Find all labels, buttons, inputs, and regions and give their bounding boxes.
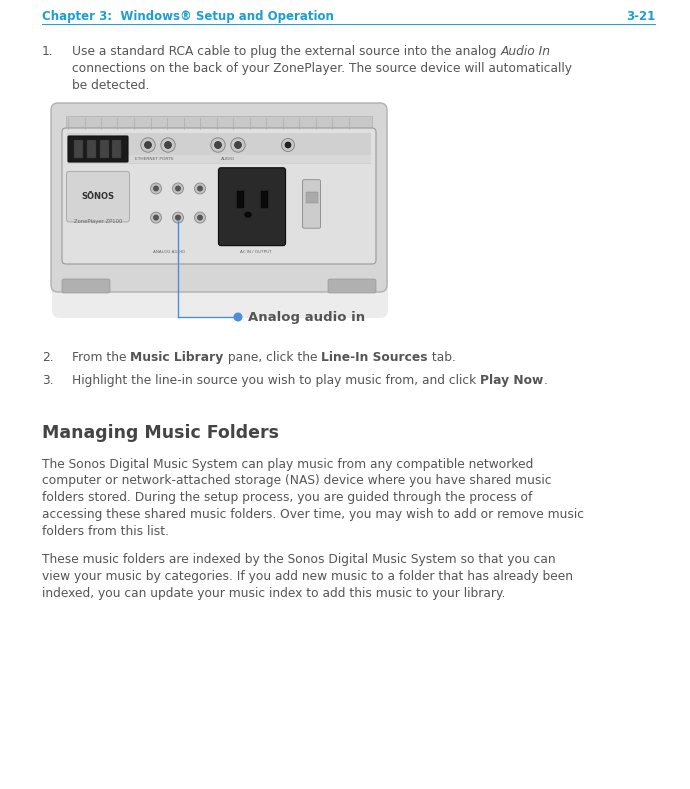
Circle shape xyxy=(153,186,159,191)
Text: pane, click the: pane, click the xyxy=(224,351,321,364)
Bar xyxy=(237,191,244,208)
Text: Line-In Sources: Line-In Sources xyxy=(321,351,428,364)
Text: Audio In: Audio In xyxy=(500,45,551,58)
Ellipse shape xyxy=(244,212,251,218)
Circle shape xyxy=(195,212,206,223)
Circle shape xyxy=(215,141,221,148)
Circle shape xyxy=(175,215,181,220)
Bar xyxy=(67,155,371,163)
Text: SŌNOS: SŌNOS xyxy=(81,193,115,201)
Text: ZonePlayer ZP100: ZonePlayer ZP100 xyxy=(74,219,122,224)
Text: 2.: 2. xyxy=(42,351,54,364)
Text: computer or network-attached storage (NAS) device where you have shared music: computer or network-attached storage (NA… xyxy=(42,474,551,488)
Circle shape xyxy=(172,183,184,194)
Circle shape xyxy=(150,183,161,194)
Text: Highlight the line-in source you wish to play music from, and click: Highlight the line-in source you wish to… xyxy=(72,374,480,387)
Bar xyxy=(306,192,317,203)
FancyBboxPatch shape xyxy=(51,103,387,292)
Bar xyxy=(261,191,268,208)
Text: 3.: 3. xyxy=(42,374,54,387)
FancyBboxPatch shape xyxy=(328,279,376,293)
Circle shape xyxy=(211,138,225,152)
Circle shape xyxy=(172,212,184,223)
Circle shape xyxy=(195,183,206,194)
Circle shape xyxy=(175,186,181,191)
Circle shape xyxy=(285,142,291,148)
FancyBboxPatch shape xyxy=(68,136,128,162)
Text: These music folders are indexed by the Sonos Digital Music System so that you ca: These music folders are indexed by the S… xyxy=(42,553,555,567)
Text: folders stored. During the setup process, you are guided through the process of: folders stored. During the setup process… xyxy=(42,492,533,504)
FancyBboxPatch shape xyxy=(62,128,376,264)
Circle shape xyxy=(282,139,295,151)
FancyBboxPatch shape xyxy=(302,180,320,228)
Circle shape xyxy=(150,212,161,223)
Text: folders from this list.: folders from this list. xyxy=(42,525,169,538)
Text: 1.: 1. xyxy=(42,45,54,58)
Bar xyxy=(87,140,96,158)
Text: indexed, you can update your music index to add this music to your library.: indexed, you can update your music index… xyxy=(42,587,505,600)
Text: From the: From the xyxy=(72,351,130,364)
Circle shape xyxy=(230,138,245,152)
Text: connections on the back of your ZonePlayer. The source device will automatically: connections on the back of your ZonePlay… xyxy=(72,62,572,75)
Text: tab.: tab. xyxy=(428,351,455,364)
Bar xyxy=(74,140,83,158)
Text: Analog audio in: Analog audio in xyxy=(248,311,365,323)
Text: AC IN / OUTPUT: AC IN / OUTPUT xyxy=(240,250,272,254)
Text: .: . xyxy=(544,374,547,387)
Text: The Sonos Digital Music System can play music from any compatible networked: The Sonos Digital Music System can play … xyxy=(42,458,533,471)
Text: Managing Music Folders: Managing Music Folders xyxy=(42,424,279,442)
Circle shape xyxy=(141,138,155,152)
FancyBboxPatch shape xyxy=(52,119,388,318)
Text: Use a standard RCA cable to plug the external source into the analog: Use a standard RCA cable to plug the ext… xyxy=(72,45,500,58)
Text: 3-21: 3-21 xyxy=(626,10,655,23)
Circle shape xyxy=(164,141,172,148)
Circle shape xyxy=(235,141,242,148)
Text: Music Library: Music Library xyxy=(130,351,224,364)
Text: Play Now: Play Now xyxy=(480,374,544,387)
Text: accessing these shared music folders. Over time, you may wish to add or remove m: accessing these shared music folders. Ov… xyxy=(42,508,584,521)
FancyBboxPatch shape xyxy=(66,171,130,222)
Circle shape xyxy=(144,141,152,148)
FancyBboxPatch shape xyxy=(62,279,110,293)
Text: ANALOG AUDIO: ANALOG AUDIO xyxy=(153,250,185,254)
Text: Chapter 3:  Windows® Setup and Operation: Chapter 3: Windows® Setup and Operation xyxy=(42,10,334,23)
FancyBboxPatch shape xyxy=(219,168,286,245)
Bar xyxy=(66,116,372,130)
Text: view your music by categories. If you add new music to a folder that has already: view your music by categories. If you ad… xyxy=(42,570,573,583)
Circle shape xyxy=(234,313,242,321)
Text: AUDIO: AUDIO xyxy=(221,157,235,161)
Circle shape xyxy=(153,215,159,220)
Bar xyxy=(99,140,108,158)
Bar xyxy=(67,133,371,164)
Circle shape xyxy=(197,186,203,191)
Text: ETHERNET PORTS: ETHERNET PORTS xyxy=(135,157,173,161)
Circle shape xyxy=(197,215,203,220)
Circle shape xyxy=(161,138,175,152)
Bar xyxy=(112,140,121,158)
Text: be detected.: be detected. xyxy=(72,79,150,92)
